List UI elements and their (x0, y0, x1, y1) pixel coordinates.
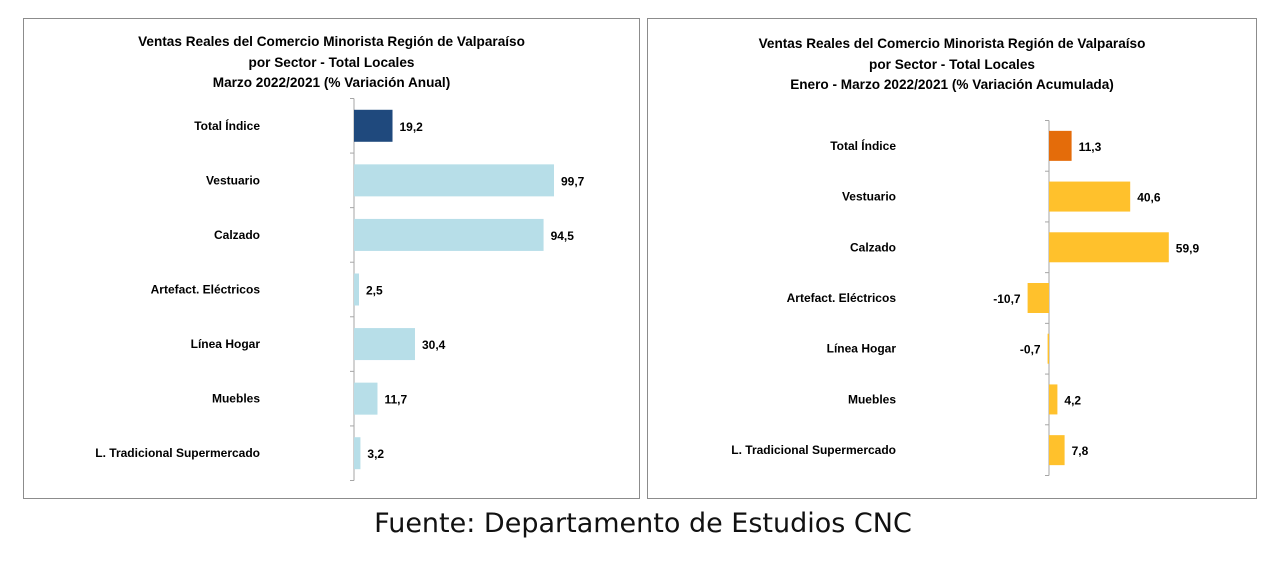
chart-title-line-2: por Sector - Total Locales (869, 56, 1035, 72)
value-label: 40,6 (1137, 191, 1161, 205)
value-label: 7,8 (1072, 444, 1089, 458)
category-label: Total Índice (830, 138, 896, 153)
value-label: 94,5 (551, 229, 575, 243)
category-label: Artefact. Eléctricos (787, 291, 897, 305)
chart-title-line-1: Ventas Reales del Comercio Minorista Reg… (758, 36, 1146, 51)
bar (354, 437, 361, 470)
category-label: Vestuario (206, 173, 260, 187)
chart-title-line-1: Ventas Reales del Comercio Minorista Reg… (138, 34, 525, 49)
bar (354, 382, 378, 415)
bar (354, 164, 554, 197)
category-label: Total Índice (194, 118, 260, 133)
bar-chart-cumulative: Total Índice 11,3 Vestuario 40,6 Calzado 59,9… (731, 120, 1200, 476)
value-label: 19,2 (400, 120, 424, 134)
category-label: Línea Hogar (827, 342, 897, 356)
bar-chart-annual: Total Índice 19,2 Vestuario 99,7 Calzado 94,5… (95, 98, 585, 481)
bar (1049, 435, 1065, 466)
value-label: 59,9 (1176, 241, 1200, 255)
value-label: -0,7 (1020, 343, 1041, 357)
category-label: Artefact. Eléctricos (151, 283, 261, 297)
category-label: Calzado (850, 240, 896, 254)
source-note: Fuente: Departamento de Estudios CNC (374, 508, 912, 539)
category-label: Muebles (848, 392, 896, 406)
bar (354, 328, 415, 361)
value-label: 11,7 (384, 393, 407, 407)
bar (1049, 232, 1169, 263)
value-label: 2,5 (366, 284, 383, 298)
bar (354, 218, 544, 251)
category-label: Vestuario (842, 190, 896, 204)
value-label: 4,2 (1064, 393, 1081, 407)
chart-panel-annual: Ventas Reales del Comercio Minorista Reg… (23, 18, 640, 499)
chart-title: Ventas Reales del Comercio Minorista Reg… (24, 32, 639, 94)
chart-title-line-3: Marzo 2022/2021 (% Variación Anual) (212, 75, 451, 90)
category-label: Calzado (214, 228, 260, 242)
value-label: 30,4 (422, 338, 446, 352)
category-label: L. Tradicional Supermercado (731, 443, 896, 457)
category-label: Línea Hogar (191, 337, 261, 351)
bar (1049, 130, 1072, 161)
bar (354, 109, 393, 142)
category-label: L. Tradicional Supermercado (95, 446, 260, 460)
value-label: -10,7 (993, 292, 1021, 306)
bar (1047, 333, 1049, 364)
chart-panel-cumulative: Ventas Reales del Comercio Minorista Reg… (647, 18, 1257, 499)
bar (1049, 384, 1058, 415)
bar (1049, 181, 1131, 212)
chart-title: Ventas Reales del Comercio Minorista Reg… (648, 34, 1256, 96)
chart-title-line-2: por Sector - Total Locales (248, 54, 415, 70)
value-label: 11,3 (1079, 140, 1102, 154)
bar (1027, 283, 1049, 313)
chart-title-line-3: Enero - Marzo 2022/2021 (% Variación Acu… (790, 77, 1114, 92)
category-label: Muebles (212, 392, 260, 406)
value-label: 3,2 (367, 447, 384, 461)
value-label: 99,7 (561, 174, 585, 188)
bar (354, 273, 360, 306)
